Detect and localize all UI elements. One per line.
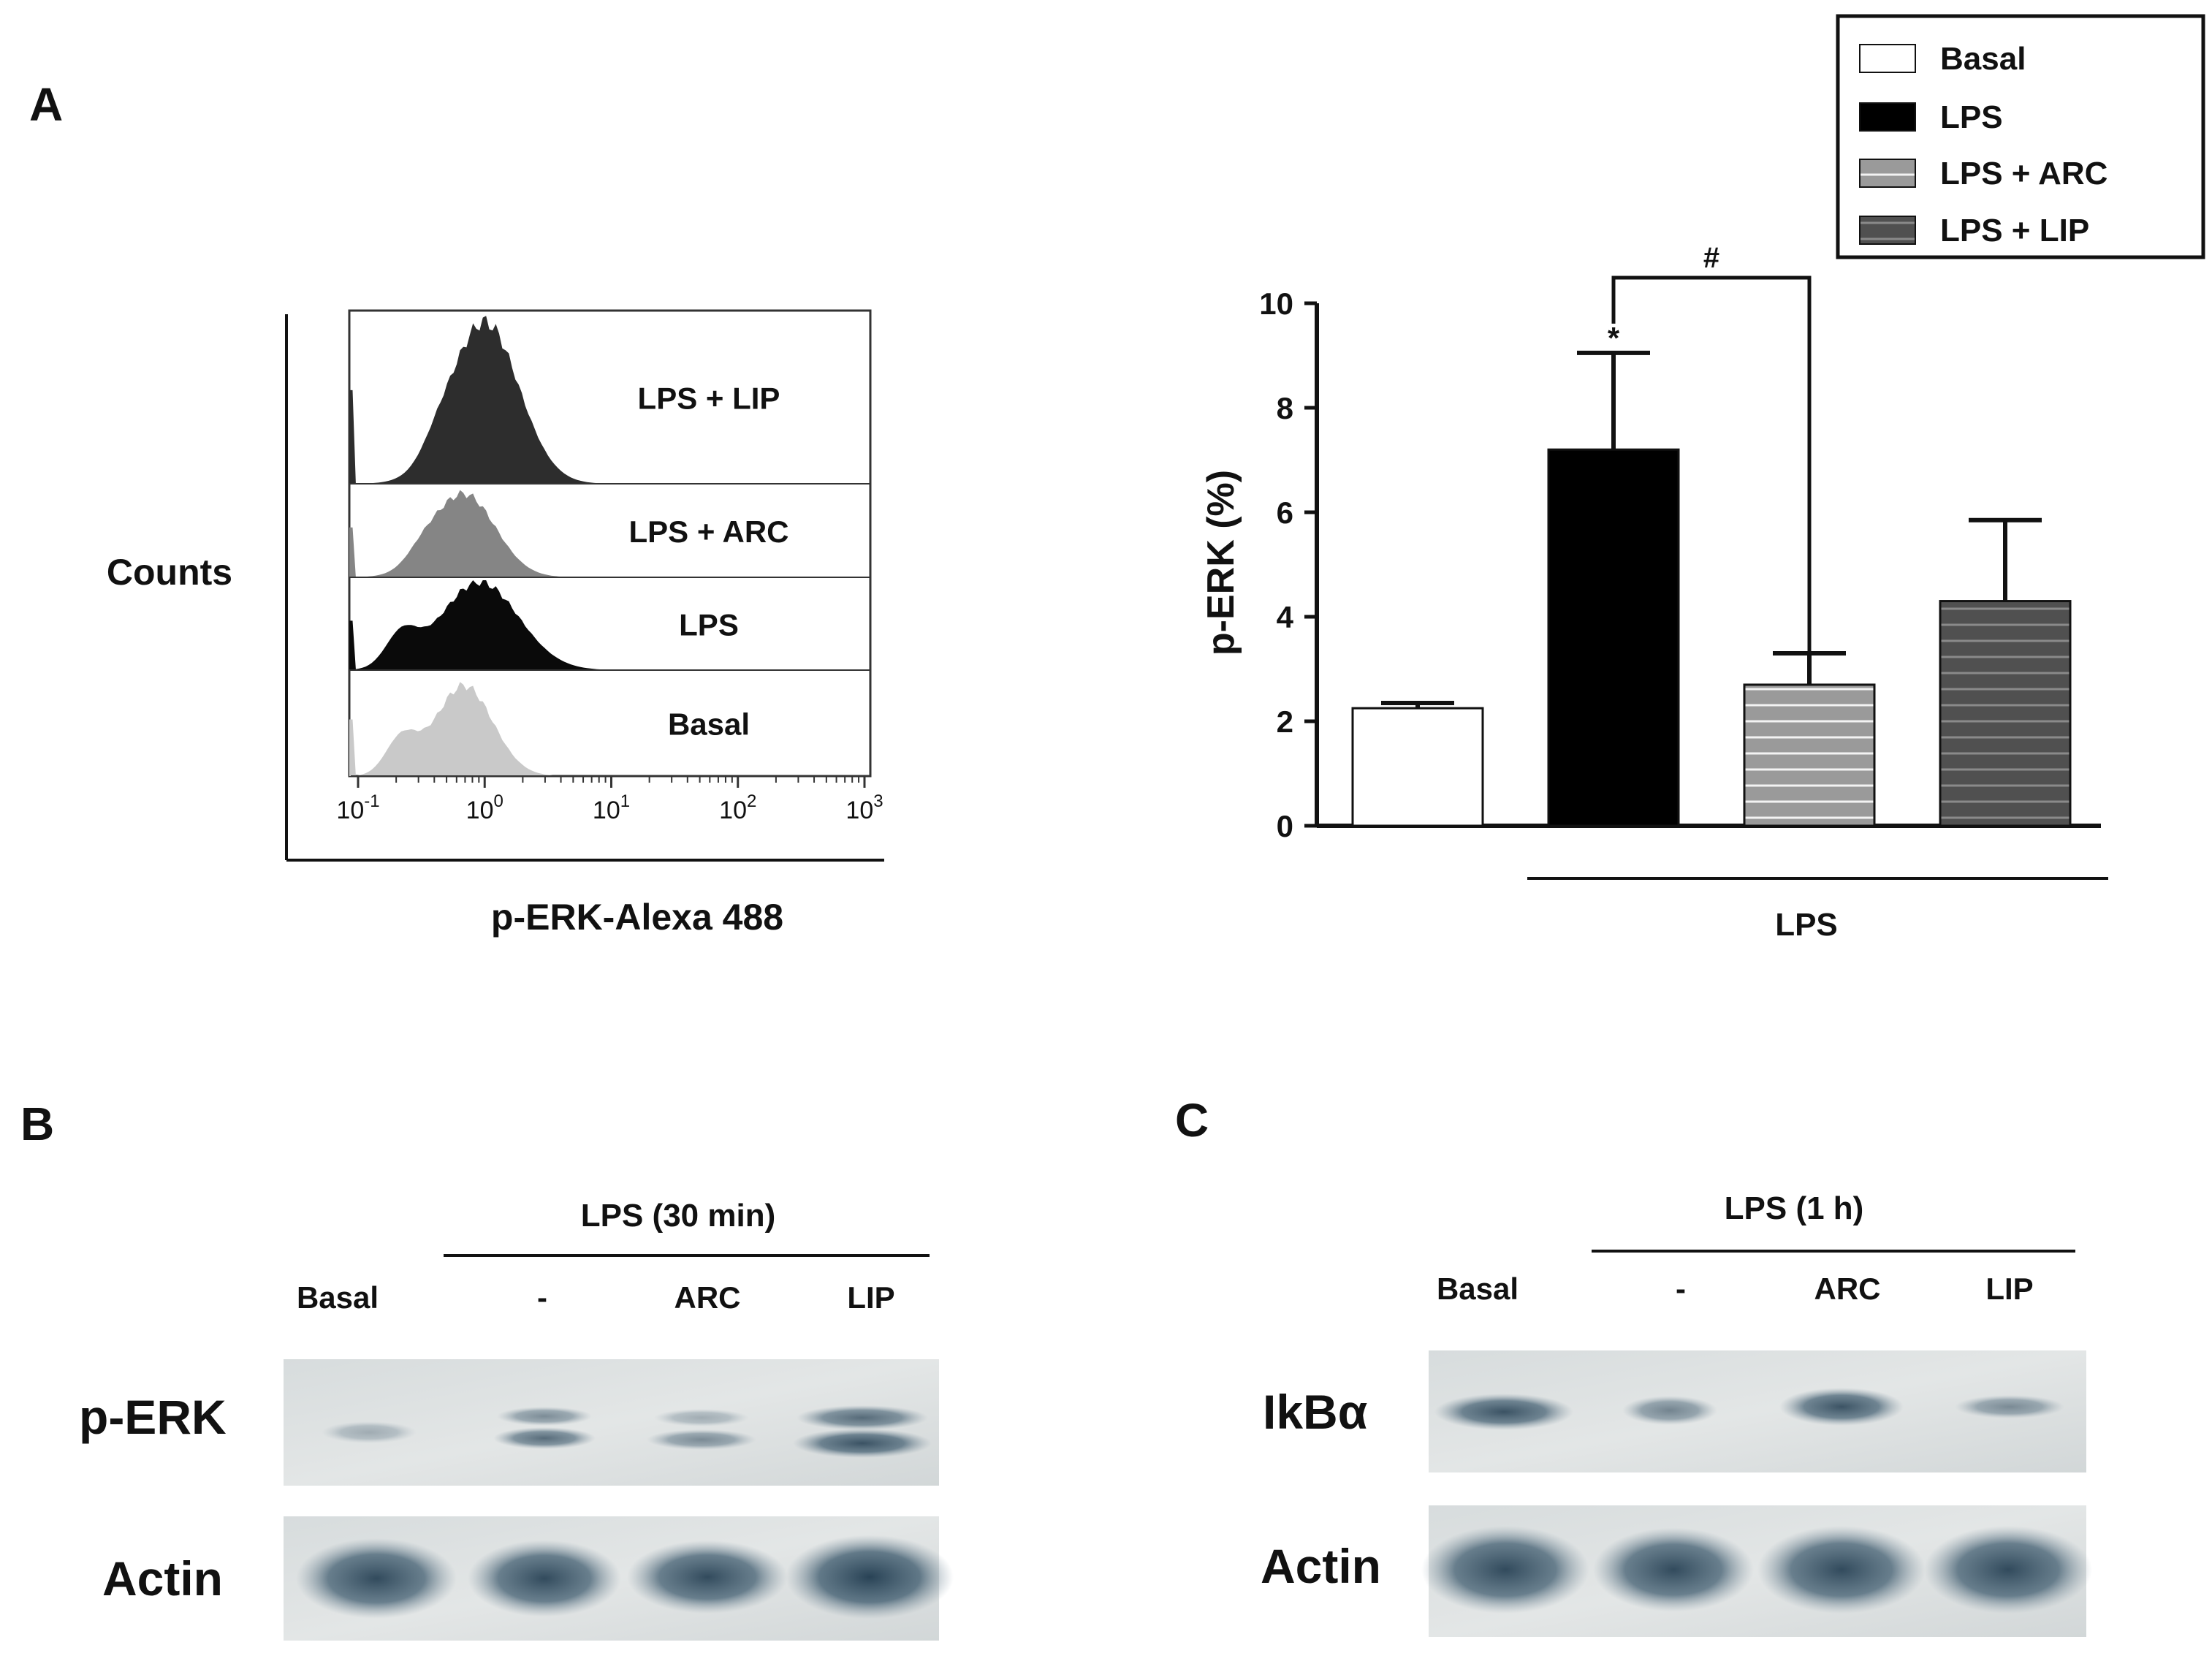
group-label: LPS (1775, 907, 1838, 943)
blot-band (1955, 1395, 2064, 1418)
blot-lane-label: LIP (1985, 1272, 2033, 1306)
blot-c-lane-labels: Basal - ARC LIP (1437, 1272, 2034, 1306)
legend-items: Basal LPS LPS + ARC LPS + LIP (1859, 41, 2108, 248)
blot-b-header: LPS (30 min) (581, 1198, 776, 1234)
blot-c-row-label-actin: Actin (1261, 1539, 1381, 1593)
blot-c: LPS (1 h) Basal - ARC LIP IkBα Actin (1261, 1190, 2092, 1637)
blot-b-row-label-perk: p-ERK (79, 1390, 227, 1444)
blot-b-bands (296, 1405, 954, 1619)
histogram-track-label: LPS (679, 608, 739, 642)
blot-band (1757, 1526, 1926, 1614)
significance-star: * (1608, 321, 1620, 355)
histogram-y-label: Counts (107, 552, 232, 593)
histogram-distribution (349, 490, 870, 577)
histogram-track-label: LPS + ARC (629, 514, 789, 549)
bar (1351, 707, 1484, 827)
histogram-panel: Counts p-ERK-Alexa 488 LPS + LIP LPS + AR… (107, 309, 884, 938)
legend-label: LPS + ARC (1940, 156, 2108, 191)
histogram-distribution (349, 316, 870, 484)
blot-lane-label: Basal (297, 1280, 379, 1315)
blot-band (296, 1538, 457, 1619)
blot-band (1779, 1388, 1904, 1426)
blot-band (1434, 1394, 1573, 1430)
histogram-tick-label: 102 (719, 791, 756, 824)
legend-swatch (1859, 102, 1916, 132)
histogram-tick-label: 103 (845, 791, 883, 824)
y-tick-label: 4 (1277, 600, 1294, 634)
legend-label: LPS (1940, 99, 2003, 135)
blot-band (647, 1429, 756, 1450)
bars (1351, 350, 2072, 827)
y-tick-label: 2 (1277, 704, 1293, 739)
legend-label: LPS + LIP (1940, 213, 2089, 248)
blot-lane-label: ARC (1814, 1272, 1881, 1306)
blot-band (786, 1535, 954, 1619)
y-axis-ticks: 0 2 4 6 8 10 (1259, 286, 1317, 843)
histogram-distribution (349, 682, 870, 776)
significance-hash: # (1703, 242, 1719, 274)
significance-bracket (1611, 276, 1812, 654)
bar (1743, 683, 1876, 827)
blot-band (627, 1540, 788, 1614)
blot-band (1622, 1396, 1717, 1425)
blot-band (1924, 1526, 2092, 1614)
significance-annotations: *# (1608, 242, 1812, 654)
blot-band (1593, 1527, 1754, 1612)
histogram-distribution (349, 580, 870, 670)
blot-b-row-label-actin: Actin (102, 1551, 223, 1606)
blot-band (493, 1427, 596, 1449)
blot-c-row-label-ikba: IkBα (1263, 1385, 1367, 1439)
legend-swatch (1859, 159, 1916, 188)
y-tick-label: 0 (1277, 809, 1293, 843)
y-axis-label: p-ERK (%) (1200, 470, 1242, 656)
blot-band (797, 1405, 928, 1430)
blot-lane-label: - (537, 1280, 547, 1315)
blot-b-lane-labels: Basal - ARC LIP (297, 1280, 895, 1315)
blot-band (793, 1429, 932, 1458)
y-tick-label: 6 (1277, 495, 1293, 530)
histogram-track-label: LPS + LIP (638, 381, 780, 416)
blot-lane-label: LIP (847, 1280, 894, 1315)
bar (1939, 600, 2072, 827)
panel-label-b: B (20, 1098, 54, 1150)
histogram-tick-label: 101 (593, 791, 630, 824)
legend-swatch (1859, 216, 1916, 245)
histogram-track-label: Basal (668, 707, 750, 742)
bar (1547, 448, 1680, 827)
blot-band (322, 1421, 417, 1443)
y-tick-label: 10 (1259, 286, 1293, 321)
panel-label-c: C (1175, 1094, 1209, 1147)
histogram-x-label: p-ERK-Alexa 488 (491, 897, 783, 938)
panel-label-a: A (29, 78, 63, 131)
legend-swatch (1859, 44, 1916, 73)
histogram-tick-label: 10-1 (336, 791, 379, 824)
blot-lane-label: - (1676, 1272, 1686, 1306)
blot-band (1421, 1526, 1589, 1614)
blot-c-bands (1421, 1388, 2092, 1614)
blot-band (654, 1409, 749, 1426)
blot-band (497, 1407, 592, 1426)
legend-label: Basal (1940, 41, 2026, 77)
blot-band (468, 1540, 621, 1617)
legend: Basal LPS LPS + ARC LPS + LIP (1836, 14, 2205, 259)
blot-c-header: LPS (1 h) (1725, 1190, 1864, 1226)
y-tick-label: 8 (1277, 391, 1293, 425)
blot-lane-label: Basal (1437, 1272, 1519, 1306)
blot-lane-label: ARC (674, 1280, 741, 1315)
histogram-tracks: LPS + LIP LPS + ARC LPS Basal (349, 316, 870, 776)
histogram-tick-label: 100 (466, 791, 503, 824)
blot-b: LPS (30 min) Basal - ARC LIP p-ERK Actin (79, 1198, 954, 1641)
histogram-x-ticks: 10-1 100 101 102 103 (336, 775, 883, 824)
